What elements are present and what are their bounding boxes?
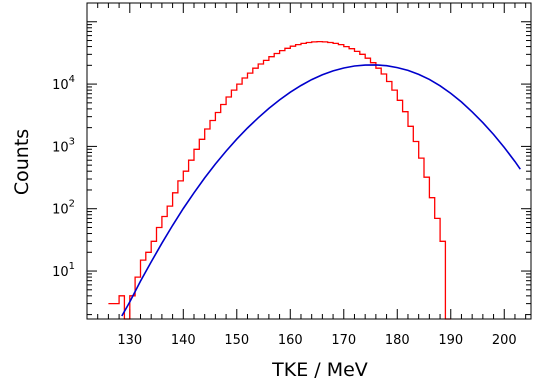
x-tick-label: 150 [224, 333, 249, 348]
x-tick-label: 180 [385, 333, 410, 348]
blue-fit-curve-series [121, 64, 521, 317]
x-tick-label: 160 [278, 333, 303, 348]
y-tick-label: 103 [52, 136, 75, 155]
y-tick-exponent: 4 [69, 74, 75, 85]
x-tick-label: 140 [171, 333, 196, 348]
y-tick-exponent: 1 [69, 261, 75, 272]
y-axis-title: Counts [11, 129, 33, 195]
axis-ticks [87, 2, 531, 319]
x-tick-label: 200 [492, 333, 517, 348]
x-tick-labels: 130 140 150 160 170 180 190 200 [117, 333, 516, 348]
x-tick-label: 190 [438, 333, 463, 348]
y-tick-mantissa: 10 [52, 78, 69, 93]
y-tick-exponent: 3 [69, 136, 75, 147]
x-axis-title: TKE / MeV [271, 359, 368, 381]
y-tick-label: 101 [52, 261, 75, 280]
y-tick-mantissa: 10 [52, 203, 69, 218]
y-tick-mantissa: 10 [52, 140, 69, 155]
red-histogram-series [108, 40, 451, 320]
y-tick-label: 104 [52, 74, 75, 93]
plot-frame [86, 2, 532, 320]
y-tick-label: 102 [52, 199, 75, 218]
x-tick-label: 130 [117, 333, 142, 348]
y-tick-mantissa: 10 [52, 265, 69, 280]
x-tick-label: 170 [331, 333, 356, 348]
y-tick-exponent: 2 [69, 199, 75, 210]
